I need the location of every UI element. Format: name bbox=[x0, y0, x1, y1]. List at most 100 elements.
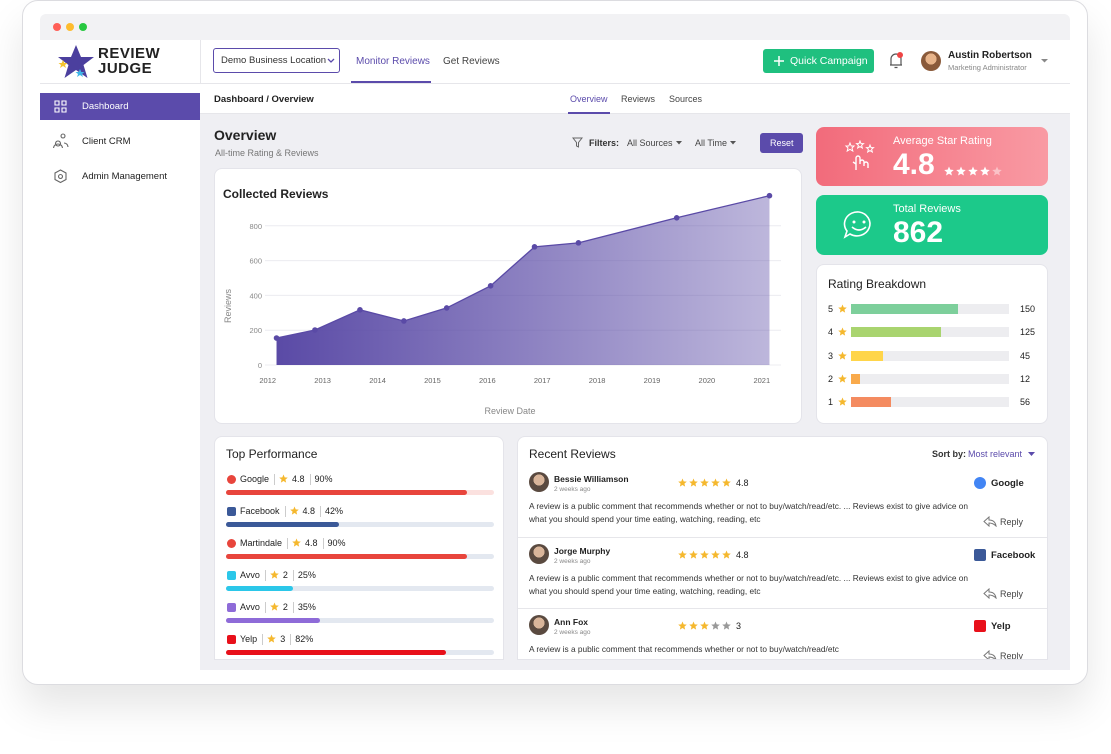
reply-button[interactable]: Reply bbox=[1000, 589, 1024, 599]
celebrate-icon bbox=[844, 140, 875, 170]
reply-path bbox=[983, 650, 997, 659]
sidebar-divider bbox=[200, 40, 201, 84]
reviewer-name: Jorge Murphy bbox=[554, 546, 611, 556]
bar-track bbox=[851, 350, 1009, 361]
subheader-tab[interactable]: Overview bbox=[570, 94, 608, 104]
data-point bbox=[575, 240, 582, 246]
source-rating: 4.8 bbox=[305, 538, 318, 548]
sidebar-item[interactable]: Dashboard bbox=[82, 101, 129, 112]
star-row bbox=[289, 506, 299, 515]
star-icon bbox=[270, 570, 279, 579]
divider bbox=[284, 506, 286, 517]
star-icon bbox=[689, 550, 698, 559]
reply-button[interactable]: Reply bbox=[1000, 651, 1024, 660]
source-icon bbox=[227, 603, 236, 612]
star-icon bbox=[956, 166, 966, 176]
divider bbox=[262, 634, 264, 645]
reply-button[interactable]: Reply bbox=[1000, 517, 1024, 527]
data-point bbox=[766, 192, 773, 199]
source-share: 82% bbox=[295, 634, 314, 644]
bar bbox=[851, 397, 892, 408]
star-icon bbox=[711, 478, 720, 487]
user-avatar[interactable] bbox=[921, 51, 941, 71]
logo-icon bbox=[58, 45, 94, 78]
rating-breakdown-title: Rating Breakdown bbox=[828, 277, 927, 291]
header-tab[interactable]: Monitor Reviews bbox=[356, 56, 430, 67]
location-select[interactable]: Demo Business Location bbox=[213, 48, 340, 73]
reset-button[interactable]: Reset bbox=[760, 133, 803, 153]
bell-icon[interactable] bbox=[887, 51, 905, 71]
total-reviews-label: Total Reviews bbox=[893, 203, 961, 215]
star-icon bbox=[289, 506, 299, 515]
chevron-path bbox=[730, 141, 737, 145]
review-rating: 3 bbox=[736, 621, 742, 631]
bar-track bbox=[851, 397, 1009, 408]
star-row bbox=[678, 478, 731, 487]
share-bar bbox=[226, 650, 446, 655]
star-icon bbox=[722, 550, 731, 559]
star-icon bbox=[838, 397, 847, 406]
brand-line2: JUDGE bbox=[98, 60, 153, 77]
star-icon bbox=[700, 621, 709, 630]
header-tab[interactable]: Get Reviews bbox=[443, 56, 500, 67]
bar bbox=[851, 327, 941, 338]
reviewer-avatar bbox=[529, 615, 549, 635]
star-icon bbox=[722, 621, 731, 630]
sort-label: Sort by: bbox=[932, 449, 967, 459]
sort-value[interactable]: Most relevant bbox=[968, 449, 1023, 459]
source-rating: 2 bbox=[282, 570, 288, 580]
user-role: Marketing Administrator bbox=[948, 63, 1027, 72]
subheader-tab[interactable]: Reviews bbox=[621, 94, 656, 104]
icon-path bbox=[54, 169, 67, 184]
subheader-tab[interactable]: Sources bbox=[669, 94, 703, 104]
sidebar-item[interactable]: Admin Management bbox=[82, 171, 168, 182]
filter-dropdown[interactable]: All Sources bbox=[627, 138, 673, 148]
top-performance-card: Top Performance Google 4.8 90% Facebook 4.8 4… bbox=[214, 436, 504, 660]
review-text: A review is a public comment that recomm… bbox=[529, 573, 969, 596]
star-row bbox=[270, 570, 279, 579]
x-tick-label: 2013 bbox=[314, 376, 331, 385]
share-bar bbox=[226, 554, 468, 559]
star-row bbox=[678, 621, 731, 630]
chrome-bar bbox=[40, 14, 1070, 40]
y-tick-label: 400 bbox=[249, 291, 262, 300]
reset-text: Reset bbox=[770, 138, 794, 148]
sidebar-item[interactable]: Client CRM bbox=[82, 136, 131, 147]
rating-count: 45 bbox=[1020, 350, 1031, 361]
share-bar bbox=[226, 586, 293, 591]
brand-line1: REVIEW bbox=[98, 45, 161, 62]
star-icon bbox=[270, 602, 279, 611]
user-name: Austin Robertson bbox=[948, 50, 1032, 61]
star-icon bbox=[838, 374, 847, 383]
chart: Collected Reviews Reviews Review Date 0 200 4… bbox=[223, 187, 781, 416]
separator bbox=[518, 537, 1047, 538]
quick-campaign-button[interactable]: Quick Campaign bbox=[763, 49, 874, 73]
source-name: Yelp bbox=[240, 634, 258, 644]
star-row bbox=[838, 351, 847, 360]
divider bbox=[320, 506, 322, 517]
filter-chevron bbox=[730, 141, 737, 145]
sort-chevron bbox=[1028, 452, 1035, 456]
x-axis-label: Review Date bbox=[484, 406, 535, 416]
divider bbox=[287, 538, 289, 549]
overview-subtitle: All-time Rating & Reviews bbox=[215, 148, 319, 158]
reviewer-avatar bbox=[529, 472, 549, 492]
star-icon bbox=[980, 166, 990, 176]
x-tick-label: 2016 bbox=[479, 376, 496, 385]
star-row bbox=[838, 304, 847, 313]
user-chevron[interactable] bbox=[1040, 58, 1049, 64]
review-source: Google bbox=[991, 478, 1024, 489]
divider bbox=[274, 474, 276, 485]
star-icon bbox=[700, 478, 709, 487]
source-share: 42% bbox=[325, 506, 344, 516]
review-source: Facebook bbox=[991, 550, 1036, 561]
reply-icon[interactable] bbox=[983, 588, 997, 599]
star-icon bbox=[267, 634, 276, 643]
star-icon bbox=[678, 621, 687, 630]
source-name: Facebook bbox=[240, 506, 280, 516]
filter-dropdown[interactable]: All Time bbox=[695, 138, 728, 148]
reply-icon[interactable] bbox=[983, 650, 997, 660]
chart-card: Collected Reviews Reviews Review Date 0 200 4… bbox=[214, 168, 802, 424]
share-bar bbox=[226, 618, 320, 623]
reply-icon[interactable] bbox=[983, 516, 997, 527]
